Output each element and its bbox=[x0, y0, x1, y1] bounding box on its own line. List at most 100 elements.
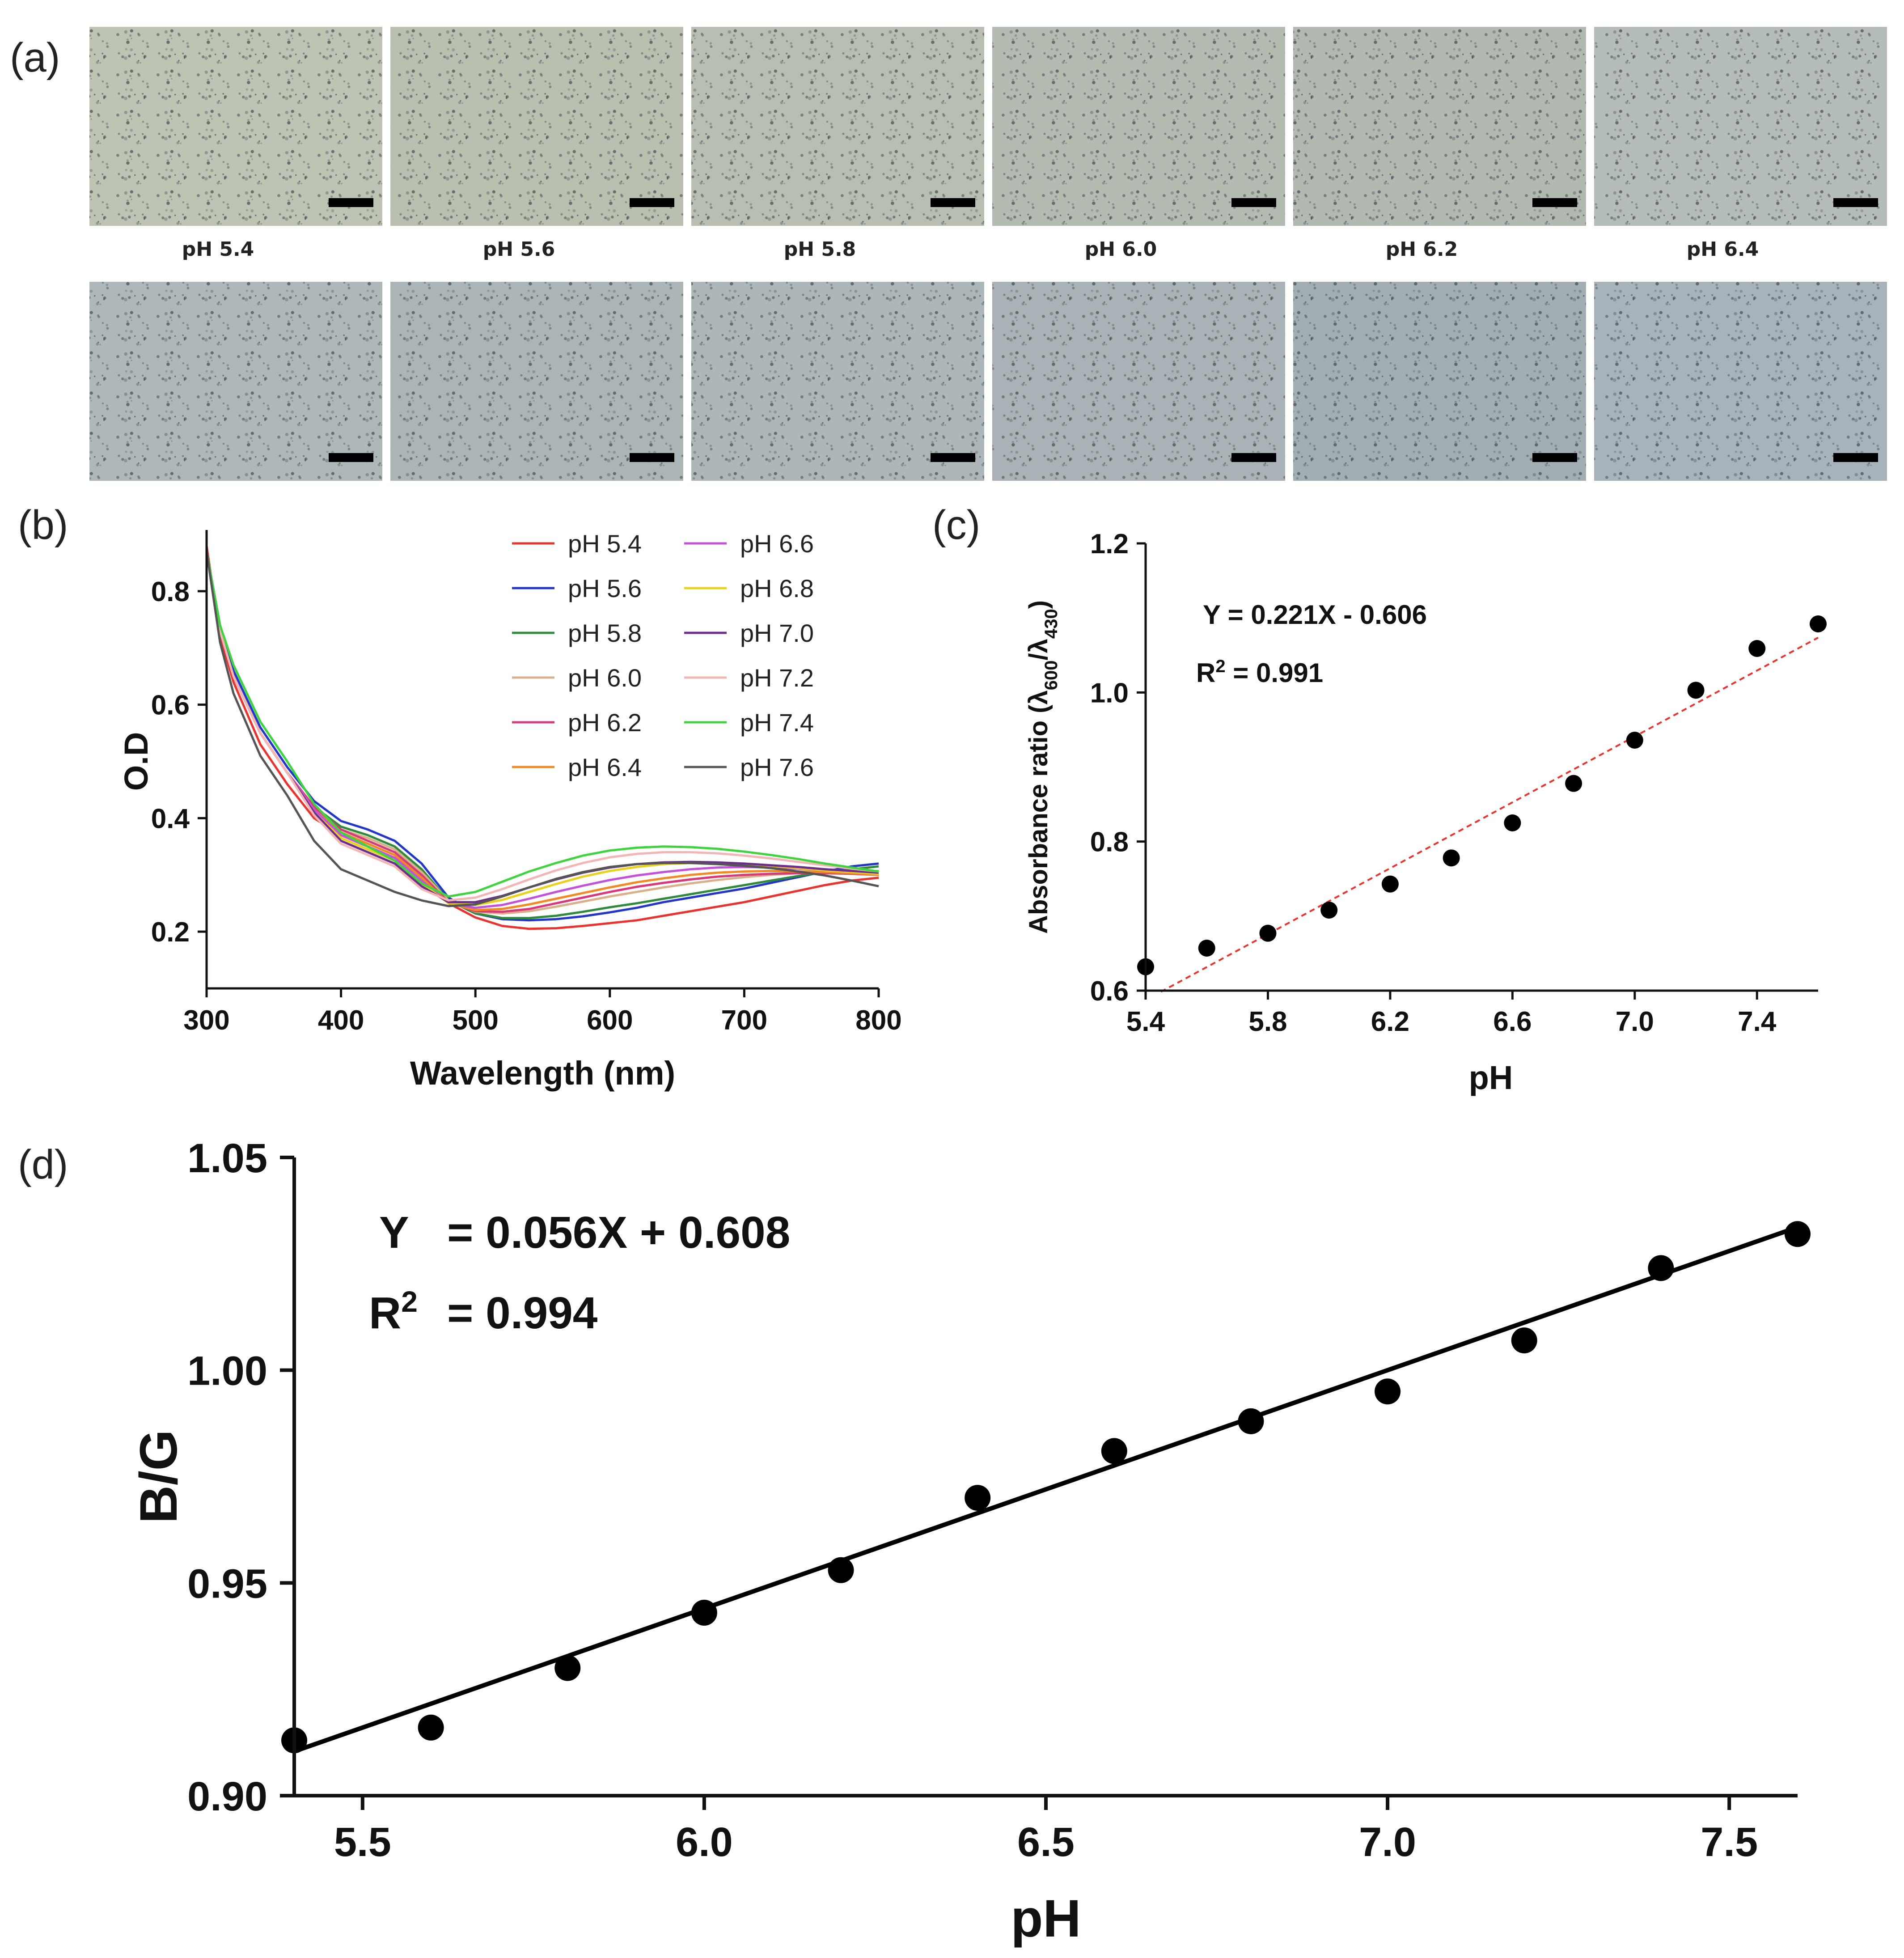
r2-superscript: 2 bbox=[1215, 657, 1225, 676]
data-point bbox=[828, 1557, 854, 1583]
legend-item: pH 6.4 bbox=[512, 753, 642, 781]
x-tick-label: 6.5 bbox=[1017, 1819, 1075, 1865]
micro-image-row1-1 bbox=[89, 27, 382, 226]
fit-line bbox=[293, 1225, 1798, 1754]
chart-b: 300 400 500 600 700 800 0.2 0.4 0.6 0.8 Wavelength… bbox=[118, 530, 902, 1092]
scale-bar bbox=[1833, 198, 1878, 207]
y-tick-label: 1.0 bbox=[1090, 678, 1129, 708]
data-point bbox=[1785, 1221, 1811, 1247]
micro-image-row1-6 bbox=[1594, 27, 1887, 226]
panel-c-tag: (c) bbox=[932, 502, 980, 548]
scale-bar bbox=[1532, 453, 1577, 462]
data-point bbox=[1443, 849, 1460, 867]
micro-image-row2-4 bbox=[992, 282, 1285, 481]
image-row-1 bbox=[89, 27, 1887, 226]
legend-label: pH 6.0 bbox=[568, 664, 642, 692]
panel-a: (a) pH 5.4 pH 5.6 pH 5.8 pH 6.0 pH 6.2 pH 6.4 bbox=[10, 27, 1887, 481]
legend-item: pH 7.4 bbox=[684, 708, 814, 737]
legend-label: pH 7.6 bbox=[740, 753, 814, 781]
data-point bbox=[1748, 640, 1766, 657]
x-tick-label: 5.5 bbox=[334, 1819, 391, 1865]
x-tick-label: 5.8 bbox=[1248, 1006, 1287, 1037]
image-caption: pH 5.4 bbox=[182, 238, 254, 261]
legend-item: pH 7.2 bbox=[684, 664, 814, 692]
scale-bar bbox=[1231, 453, 1276, 462]
y-label-sub2: 430 bbox=[1041, 609, 1061, 639]
data-point bbox=[1259, 924, 1277, 942]
legend-label: pH 5.6 bbox=[568, 574, 642, 602]
y-label-mid: /λ bbox=[1024, 639, 1053, 660]
micro-image-texture bbox=[1594, 27, 1887, 226]
y-tick-label: 0.95 bbox=[187, 1561, 267, 1606]
micro-image-row1-2 bbox=[390, 27, 683, 226]
legend-item: pH 5.4 bbox=[512, 530, 642, 558]
y-tick-label: 0.8 bbox=[151, 576, 190, 607]
micro-image-texture bbox=[89, 282, 382, 481]
micro-image-row1-3 bbox=[691, 27, 984, 226]
y-label-main: Absorbance ratio (λ bbox=[1024, 690, 1053, 934]
x-axis-label: pH bbox=[1469, 1059, 1513, 1096]
r2-superscript: 2 bbox=[401, 1285, 418, 1318]
scale-bar bbox=[1231, 198, 1276, 207]
panel-b: (b) 300 400 500 600 700 800 0.2 0.4 0.6 0.8 Wavele… bbox=[18, 502, 902, 1092]
x-tick-label: 7.5 bbox=[1701, 1819, 1758, 1865]
y-tick-label: 1.00 bbox=[187, 1348, 267, 1394]
y-axis-label: O.D bbox=[118, 732, 155, 791]
micro-image-row2-2 bbox=[390, 282, 683, 481]
data-point bbox=[1320, 902, 1338, 919]
scale-bar bbox=[329, 198, 373, 207]
panel-d-tag: (d) bbox=[18, 1142, 68, 1187]
y-tick-label: 0.4 bbox=[151, 803, 190, 834]
micro-image-texture bbox=[390, 282, 683, 481]
data-point bbox=[1375, 1378, 1401, 1405]
image-row-2 bbox=[89, 282, 1887, 481]
fit-r2-value: = 0.994 bbox=[447, 1288, 598, 1338]
legend-label: pH 7.4 bbox=[740, 708, 814, 737]
image-caption: pH 6.4 bbox=[1687, 238, 1759, 261]
data-point bbox=[554, 1655, 581, 1681]
fit-line bbox=[1160, 636, 1819, 993]
legend-item: pH 6.8 bbox=[684, 574, 814, 602]
micro-image-row1-5 bbox=[1293, 27, 1586, 226]
data-point bbox=[1648, 1255, 1674, 1281]
spectrum-line-pH-7-6 bbox=[205, 551, 879, 907]
x-tick-label: 500 bbox=[452, 1005, 498, 1036]
micro-image-row2-5 bbox=[1293, 282, 1586, 481]
scale-bar bbox=[1833, 453, 1878, 462]
chart-c: 5.4 5.8 6.2 6.6 7.0 7.4 0.6 0.8 1.0 1.2 pH Absorban… bbox=[1024, 529, 1827, 1096]
data-point bbox=[1381, 875, 1399, 893]
x-tick-label: 7.0 bbox=[1616, 1006, 1654, 1037]
micro-image-texture bbox=[691, 27, 984, 226]
micro-image-texture bbox=[1293, 27, 1586, 226]
micro-image-row1-4 bbox=[992, 27, 1285, 226]
data-point bbox=[965, 1485, 991, 1511]
micro-image-row2-3 bbox=[691, 282, 984, 481]
fit-equation: Y = 0.221X - 0.606 bbox=[1203, 600, 1427, 630]
legend-label: pH 7.0 bbox=[740, 619, 814, 647]
y-tick-label: 0.6 bbox=[1090, 976, 1129, 1007]
image-caption: pH 5.6 bbox=[483, 238, 555, 261]
image-row-1-captions: pH 5.4 pH 5.6 pH 5.8 pH 6.0 pH 6.2 pH 6.4 bbox=[182, 238, 1759, 261]
y-tick-label: 0.6 bbox=[151, 690, 190, 721]
data-point bbox=[1198, 940, 1215, 957]
micro-image-texture bbox=[390, 27, 683, 226]
fit-equation: = 0.056X + 0.608 bbox=[447, 1208, 790, 1258]
micro-image-texture bbox=[691, 282, 984, 481]
x-tick-label: 6.6 bbox=[1493, 1006, 1532, 1037]
micro-image-row2-6 bbox=[1594, 282, 1887, 481]
panel-b-tag: (b) bbox=[18, 502, 68, 548]
r2-value: = 0.991 bbox=[1226, 658, 1324, 688]
data-point bbox=[418, 1714, 444, 1741]
x-tick-label: 7.4 bbox=[1738, 1006, 1777, 1037]
fit-r2-label: R2 bbox=[369, 1285, 418, 1338]
data-point bbox=[691, 1599, 717, 1626]
x-tick-label: 6.2 bbox=[1371, 1006, 1409, 1037]
x-tick-label: 7.0 bbox=[1359, 1819, 1416, 1865]
image-caption: pH 6.0 bbox=[1085, 238, 1157, 261]
y-tick-label: 0.90 bbox=[187, 1774, 267, 1819]
image-caption: pH 5.8 bbox=[784, 238, 856, 261]
spectra-lines bbox=[205, 546, 879, 930]
r2-letter: R bbox=[1196, 658, 1215, 688]
legend-label: pH 7.2 bbox=[740, 664, 814, 692]
